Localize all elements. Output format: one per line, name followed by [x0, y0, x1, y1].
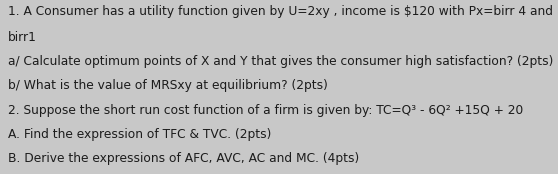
- Text: birr1: birr1: [8, 31, 37, 44]
- Text: 1. A Consumer has a utility function given by U=2xy , income is $120 with Px=bir: 1. A Consumer has a utility function giv…: [8, 5, 558, 18]
- Text: A. Find the expression of TFC & TVC. (2pts): A. Find the expression of TFC & TVC. (2p…: [8, 128, 272, 141]
- Text: b/ What is the value of MRSxy at equilibrium? (2pts): b/ What is the value of MRSxy at equilib…: [8, 79, 328, 92]
- Text: 2. Suppose the short run cost function of a firm is given by: TC=Q³ - 6Q² +15Q +: 2. Suppose the short run cost function o…: [8, 104, 523, 117]
- Text: a/ Calculate optimum points of X and Y that gives the consumer high satisfaction: a/ Calculate optimum points of X and Y t…: [8, 55, 554, 68]
- Text: B. Derive the expressions of AFC, AVC, AC and MC. (4pts): B. Derive the expressions of AFC, AVC, A…: [8, 152, 359, 165]
